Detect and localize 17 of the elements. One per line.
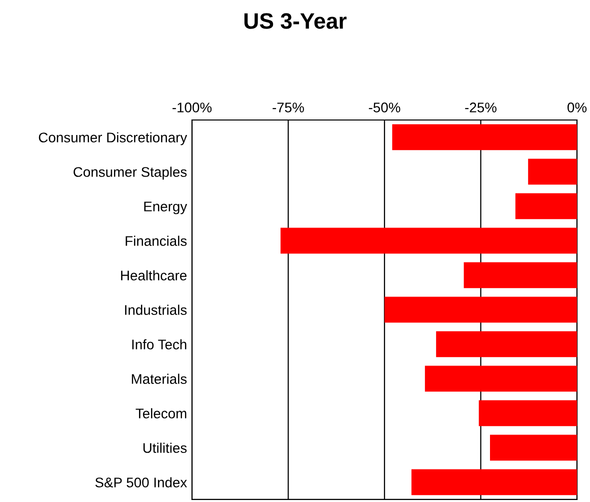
y-tick-label: Consumer Discretionary xyxy=(38,132,188,146)
x-tick-label: -75% xyxy=(272,102,304,112)
x-tick-label: -25% xyxy=(465,102,496,112)
y-tick-label: Energy xyxy=(144,202,188,214)
y-tick-label: Industrials xyxy=(125,304,187,315)
x-tick-label: 0% xyxy=(568,102,587,112)
y-tick-label: Materials xyxy=(132,374,187,384)
y-tick-label: Consumer Staples xyxy=(74,166,187,180)
y-tick-label: S&P 500 Index xyxy=(95,477,187,488)
y-tick-label: Utilities xyxy=(143,442,187,453)
x-tick-label: -50% xyxy=(368,102,400,112)
x-tick-label: -100% xyxy=(172,102,212,112)
y-tick-label: Financials xyxy=(126,236,187,246)
chart-title: US 3-Year xyxy=(244,13,347,29)
y-tick-label: Telecom xyxy=(136,408,186,418)
y-tick-label: Info Tech xyxy=(132,339,186,350)
y-tick-label: Healthcare xyxy=(121,270,187,280)
